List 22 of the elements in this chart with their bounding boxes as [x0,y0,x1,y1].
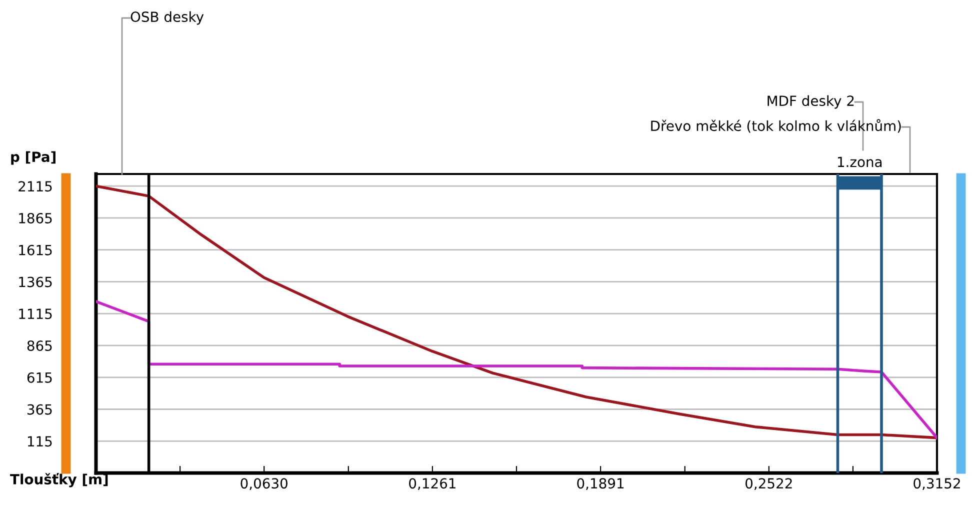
x-tick-label: 0,1261 [409,478,456,490]
text: OSB desky [130,11,204,25]
y-tick-label: 1115 [19,308,52,320]
y-tick-label: 365 [27,404,52,415]
x-tick-label: 0,3152 [914,478,960,490]
line-series [96,300,937,440]
band-label: 1.zona [838,156,882,168]
y-tick-label: 1865 [19,212,52,224]
y-tick-label: 1365 [19,276,52,288]
y-tick-label: 115 [28,436,52,447]
x-tick-label: 0,2522 [746,478,792,490]
line-series [96,184,937,440]
y-tick-label: 1615 [19,244,52,256]
x-tick-label: 0,0630 [240,478,288,490]
text: MDF desky 2 [768,95,854,109]
y-tick-label: 865 [27,340,52,351]
y-tick-label: 2115 [18,181,52,192]
x-tick-label: 0,1891 [577,478,624,490]
y-tick-label: 615 [27,372,52,383]
text: Dřevo měkké (tok kolmo k vláknům) [651,119,901,133]
y-axis-title: p [Pa] [11,151,56,165]
x-axis-title: Tloušťky [m] [10,473,108,488]
